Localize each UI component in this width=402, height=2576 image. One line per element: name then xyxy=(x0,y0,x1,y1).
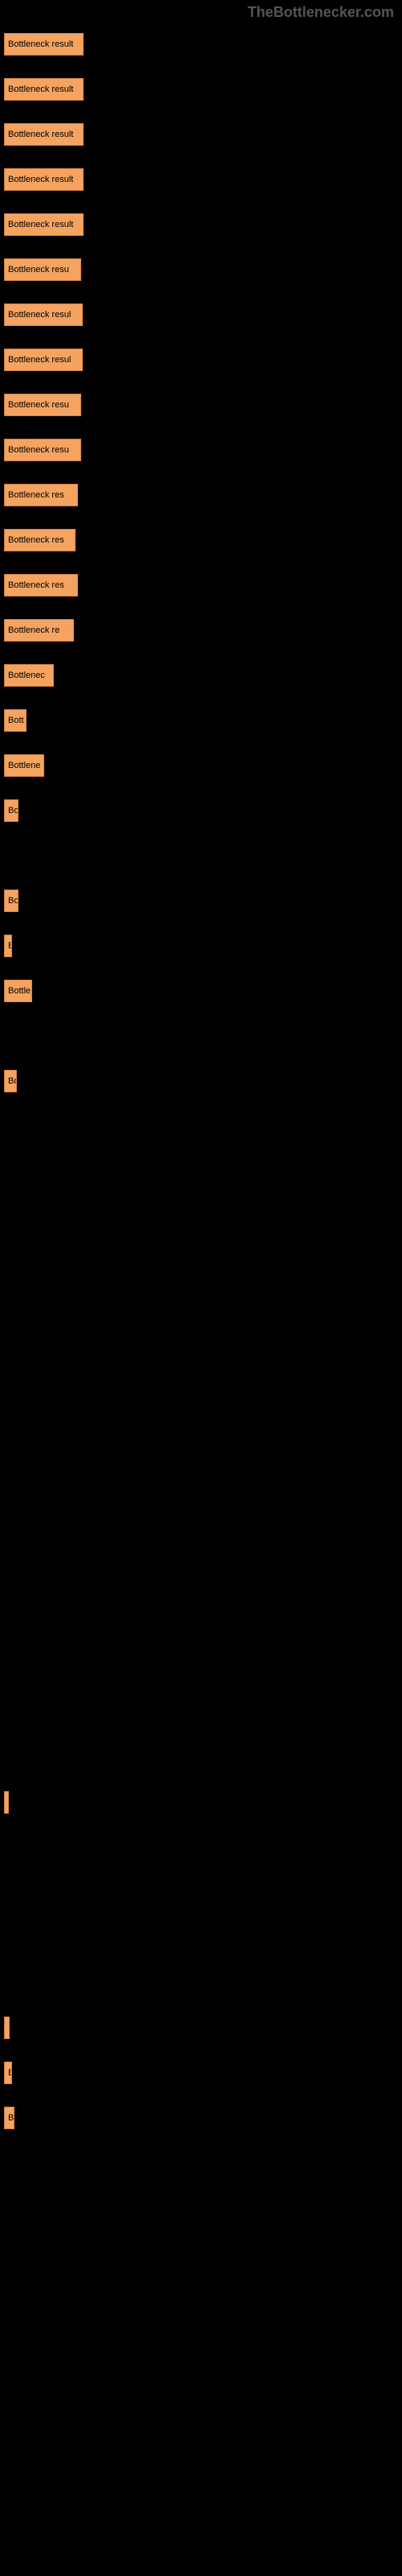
watermark-text: TheBottlenecker.com xyxy=(0,0,402,25)
bar xyxy=(4,1791,9,1814)
bar: Bottleneck result xyxy=(4,33,84,56)
bar: Bott xyxy=(4,709,27,732)
bar: Bottleneck resu xyxy=(4,439,81,461)
bar-row xyxy=(4,1926,398,1949)
bar: Bottlene xyxy=(4,754,44,777)
bar-row xyxy=(4,1160,398,1183)
bar xyxy=(4,2017,10,2039)
bar-row xyxy=(4,1385,398,1408)
bar-row xyxy=(4,1430,398,1453)
bar-row: Bottlenec xyxy=(4,664,398,687)
bar-row xyxy=(4,1881,398,1904)
bar-row: Bott xyxy=(4,709,398,732)
bar-row: Bottleneck res xyxy=(4,484,398,506)
bar-row: B xyxy=(4,2107,398,2129)
bar-row xyxy=(4,2017,398,2039)
bar-row xyxy=(4,1115,398,1137)
bar-row: Bottleneck result xyxy=(4,33,398,56)
bar: Bo xyxy=(4,890,18,912)
bar-row: Bottleneck res xyxy=(4,574,398,597)
bar: Bo xyxy=(4,1070,17,1092)
bar-row: Bo xyxy=(4,799,398,822)
bar: B xyxy=(4,2062,12,2084)
bar: Bottleneck re xyxy=(4,619,74,642)
bar-row: Bottlene xyxy=(4,754,398,777)
bar: Bottleneck resul xyxy=(4,303,83,326)
bar-row xyxy=(4,1566,398,1588)
bar-row: Bo xyxy=(4,1070,398,1092)
bar: Bottleneck result xyxy=(4,213,84,236)
bar: B xyxy=(4,2107,14,2129)
bar-row xyxy=(4,1656,398,1678)
bar-row xyxy=(4,1205,398,1228)
bar-row xyxy=(4,1250,398,1273)
bar-row xyxy=(4,1746,398,1769)
bar: Bottleneck result xyxy=(4,78,84,101)
bar-row: Bottleneck resu xyxy=(4,258,398,281)
bar: Bottleneck resu xyxy=(4,258,81,281)
bar: Bottleneck res xyxy=(4,484,78,506)
bar-row: B xyxy=(4,2062,398,2084)
bar-row xyxy=(4,1791,398,1814)
bar-row: Bottle xyxy=(4,980,398,1002)
bar: Bottlenec xyxy=(4,664,54,687)
bar-row xyxy=(4,844,398,867)
bar-row xyxy=(4,1521,398,1543)
bar-row xyxy=(4,1836,398,1859)
bar-row: Bottleneck res xyxy=(4,529,398,551)
bar-row xyxy=(4,1340,398,1363)
bar: Bottle xyxy=(4,980,32,1002)
bar-row: Bottleneck resul xyxy=(4,303,398,326)
bar-row: Bottleneck result xyxy=(4,168,398,191)
bar-row xyxy=(4,1295,398,1318)
bar: Bo xyxy=(4,799,18,822)
bar: Bottleneck result xyxy=(4,123,84,146)
bar-row xyxy=(4,1025,398,1047)
bar-row xyxy=(4,1701,398,1724)
bar-chart: Bottleneck result Bottleneck result Bottle… xyxy=(0,25,402,2160)
bar-row: Bottleneck resu xyxy=(4,394,398,416)
bar-row: B xyxy=(4,935,398,957)
bar-row: Bottleneck resul xyxy=(4,349,398,371)
bar-row: Bottleneck re xyxy=(4,619,398,642)
bar-row: Bottleneck result xyxy=(4,78,398,101)
bar-row: Bo xyxy=(4,890,398,912)
bar-row: Bottleneck result xyxy=(4,213,398,236)
bar-row xyxy=(4,1971,398,1994)
bar-row: Bottleneck result xyxy=(4,123,398,146)
bar: Bottleneck res xyxy=(4,574,78,597)
bar: Bottleneck result xyxy=(4,168,84,191)
bar: Bottleneck res xyxy=(4,529,76,551)
bar-row xyxy=(4,1476,398,1498)
bar: B xyxy=(4,935,12,957)
bar: Bottleneck resul xyxy=(4,349,83,371)
bar-row xyxy=(4,1611,398,1633)
bar: Bottleneck resu xyxy=(4,394,81,416)
bar-row: Bottleneck resu xyxy=(4,439,398,461)
